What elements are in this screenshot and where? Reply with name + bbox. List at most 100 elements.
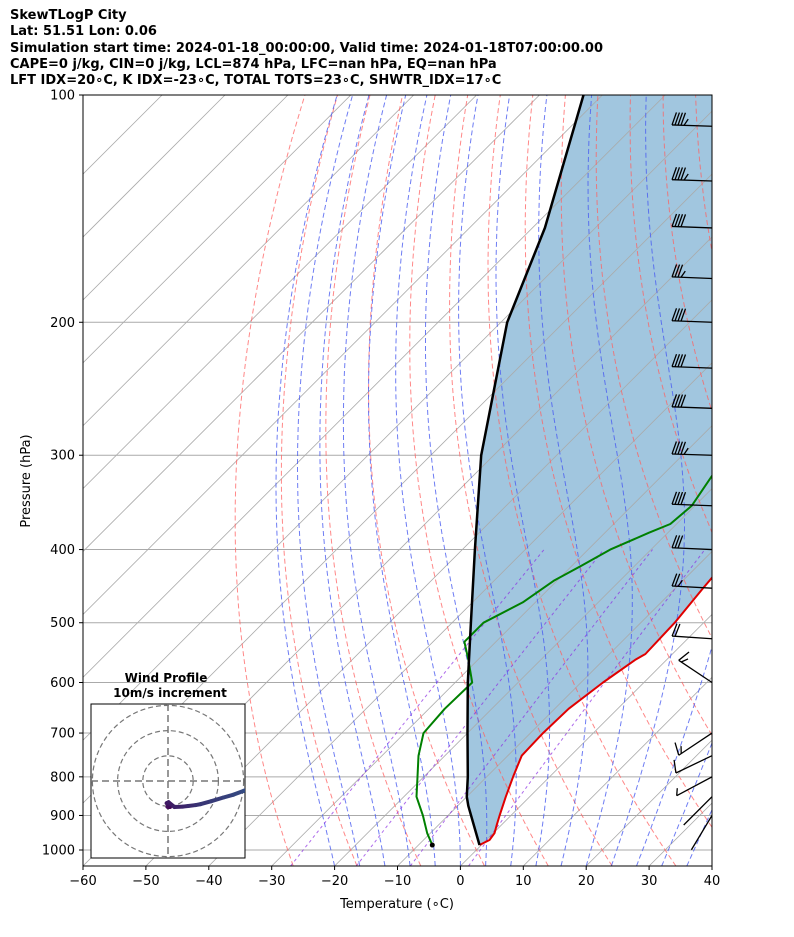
wind-barb	[690, 815, 712, 851]
wind-barb-flag	[671, 535, 678, 548]
wind-barb	[683, 796, 712, 826]
wind-barb	[676, 776, 712, 797]
dry-adiabat-line	[234, 95, 306, 866]
wind-barb-shaft	[676, 776, 712, 797]
wind-barb-shaft	[711, 833, 712, 835]
cin-area: CIN	[467, 95, 712, 845]
wind-barb-flag	[677, 535, 684, 549]
dry-adiabat-line	[560, 95, 712, 737]
wind-barb-flag	[680, 167, 687, 181]
isotherm-line	[83, 95, 226, 238]
isotherm-line	[83, 110, 712, 741]
wind-barb	[671, 394, 712, 409]
wind-barb-shaft	[672, 635, 712, 640]
indices-line: LFT IDX=20∘C, K IDX=-23∘C, TOTAL TOTS=23…	[10, 73, 502, 89]
hodograph-subtitle: 10m/s increment	[113, 686, 227, 700]
y-tick-label: 400	[50, 543, 75, 558]
wind-barb-flag	[671, 573, 678, 587]
hodograph-trace-segment	[208, 795, 226, 804]
isotherm-line	[83, 95, 477, 490]
wind-barb	[671, 441, 712, 456]
wind-barb-flag	[677, 112, 684, 126]
y-tick-label: 300	[50, 449, 75, 464]
y-tick-label: 1000	[42, 844, 75, 859]
wind-barb	[671, 623, 712, 640]
wind-barb-flag	[677, 264, 684, 278]
x-axis-label: Temperature (∘C)	[339, 897, 454, 912]
moist-adiabat-line	[610, 95, 685, 866]
dry-adiabat-line	[761, 95, 794, 866]
x-tick-label: −30	[258, 874, 285, 889]
moist-adiabat-line	[297, 95, 361, 866]
x-tick-label: −60	[69, 874, 96, 889]
wind-barb	[671, 491, 712, 507]
moist-adiabat-layer	[275, 95, 712, 866]
moist-adiabat-line	[395, 95, 461, 866]
isotherm-line	[83, 95, 352, 364]
mixing-ratio-line	[355, 549, 604, 866]
wind-barb-flag	[683, 447, 689, 455]
wind-barb	[671, 264, 712, 280]
temperature-line	[479, 576, 712, 846]
moist-adiabat-line	[711, 864, 712, 866]
wind-barb	[711, 833, 712, 835]
dry-adiabat-line	[728, 95, 794, 866]
wind-barb-flag	[674, 213, 681, 227]
wind-barb-flag	[674, 264, 681, 278]
wind-barb-flag	[674, 112, 681, 126]
wind-barb-flag	[674, 167, 681, 181]
wind-barb-flag	[674, 394, 681, 408]
y-axis-label: Pressure (hPa)	[19, 434, 34, 527]
x-tick-label: 0	[456, 874, 464, 889]
dry-adiabat-line	[325, 95, 422, 866]
dry-adiabat-line	[695, 95, 712, 255]
hodograph-plot	[91, 704, 264, 858]
wind-barb-shaft	[678, 659, 712, 684]
mixing-ratio-line	[409, 549, 653, 866]
y-tick-label: 700	[50, 727, 75, 742]
lcl-start-marker	[429, 842, 435, 848]
moist-adiabat-line	[368, 95, 436, 866]
wind-barb-flag	[674, 354, 681, 367]
x-tick-label: −20	[321, 874, 348, 889]
wind-barb	[678, 651, 712, 684]
header-block: SkewTLogP City Lat: 51.51 Lon: 0.06 Simu…	[10, 8, 603, 89]
moist-adiabat-line	[538, 95, 589, 866]
profile-lines-layer	[415, 95, 712, 848]
parcel-fill-layer: CIN	[467, 95, 712, 845]
dry-adiabat-line	[368, 95, 485, 866]
wind-barb-flag	[674, 491, 681, 505]
moist-adiabat-line	[661, 741, 712, 866]
wind-barb-flag	[671, 167, 678, 180]
wind-barb-flag	[671, 213, 678, 227]
wind-barb	[673, 755, 712, 774]
wind-barb-flag	[677, 214, 684, 227]
plot-area: CIN	[83, 95, 794, 866]
x-tick-label: 40	[704, 874, 721, 889]
moist-adiabat-line	[319, 95, 386, 866]
wind-barb-flag	[674, 742, 680, 756]
y-tick-label: 800	[50, 770, 75, 785]
dry-adiabat-line	[524, 95, 712, 829]
wind-barb-flag	[677, 394, 684, 408]
wind-barb-flag	[676, 788, 678, 796]
isotherm-line	[83, 95, 540, 553]
dry-adiabat-line	[629, 95, 712, 534]
isotherm-line	[83, 95, 289, 301]
isotherm-line	[334, 488, 712, 866]
wind-barb-flag	[678, 651, 690, 661]
isotherm-line	[145, 299, 712, 866]
wind-barb-flag	[683, 118, 689, 126]
hodograph-trace-segment	[256, 781, 264, 785]
wind-barb-flag	[680, 491, 687, 505]
isotherm-line	[523, 676, 712, 866]
wind-barb-flag	[674, 623, 681, 637]
dry-adiabat-line	[662, 95, 712, 413]
dry-adiabat-line	[449, 95, 613, 866]
wind-barb-shaft	[690, 815, 712, 851]
wind-barb-flag	[680, 394, 687, 408]
isotherm-line	[460, 613, 712, 866]
moist-adiabat-line	[585, 95, 633, 866]
x-tick-label: 20	[578, 874, 595, 889]
x-tick-label: −40	[195, 874, 222, 889]
